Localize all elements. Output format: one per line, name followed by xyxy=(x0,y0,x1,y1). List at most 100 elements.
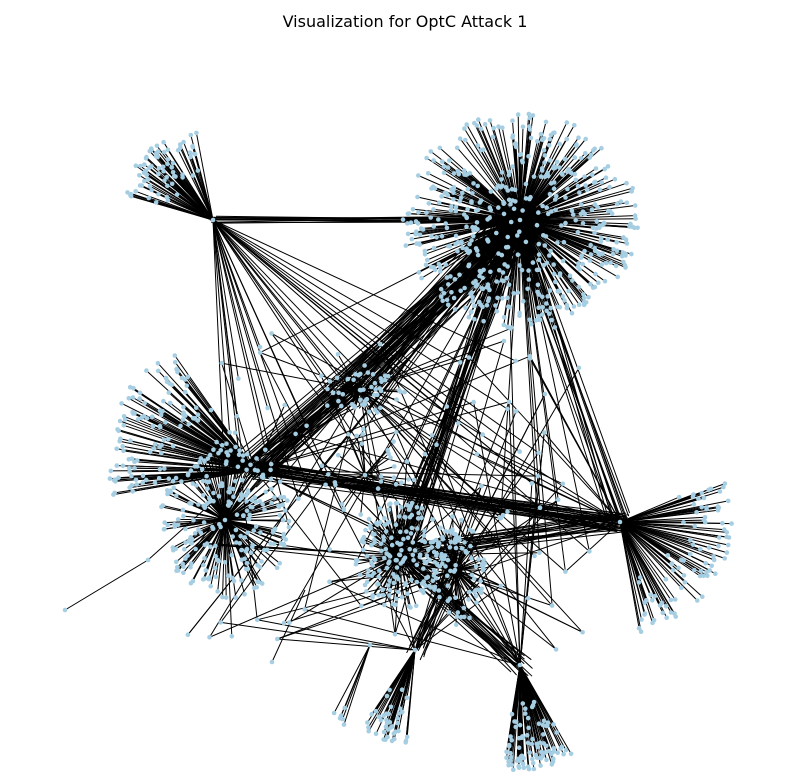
graph-node xyxy=(538,763,543,768)
graph-node xyxy=(444,404,450,409)
graph-node xyxy=(443,262,449,267)
graph-node xyxy=(436,217,441,222)
graph-node xyxy=(439,159,445,164)
graph-edge xyxy=(224,519,248,534)
graph-node xyxy=(545,294,550,299)
graph-node xyxy=(181,513,186,519)
graph-node xyxy=(592,202,598,207)
graph-node xyxy=(561,239,567,245)
graph-node xyxy=(588,281,593,287)
graph-node xyxy=(174,192,180,197)
graph-node xyxy=(691,502,697,507)
graph-node xyxy=(434,553,439,558)
graph-node xyxy=(416,173,421,178)
graph-node xyxy=(541,732,546,737)
graph-node xyxy=(472,225,478,230)
graph-node xyxy=(150,424,156,429)
graph-node xyxy=(389,535,394,540)
graph-edge xyxy=(277,638,416,651)
graph-node xyxy=(417,232,423,238)
graph-edge xyxy=(212,219,238,417)
graph-node xyxy=(590,148,596,153)
graph-node xyxy=(386,502,392,507)
graph-node xyxy=(162,466,167,471)
graph-edge xyxy=(64,559,149,611)
graph-node xyxy=(357,387,363,393)
graph-node xyxy=(422,248,428,254)
graph-node xyxy=(340,392,346,397)
graph-node xyxy=(165,147,171,153)
graph-edge xyxy=(189,152,214,221)
graph-node xyxy=(467,615,472,621)
graph-node xyxy=(263,489,269,495)
graph-node xyxy=(576,284,582,290)
graph-node xyxy=(173,475,179,481)
graph-node xyxy=(276,503,281,508)
graph-node xyxy=(505,264,510,269)
graph-node xyxy=(530,736,535,742)
graph-node xyxy=(360,547,366,553)
graph-node xyxy=(549,751,554,757)
graph-edge xyxy=(529,355,621,523)
graph-node xyxy=(563,569,568,574)
graph-node xyxy=(429,545,435,550)
graph-edge xyxy=(619,521,652,595)
graph-node xyxy=(448,208,454,213)
graph-node xyxy=(118,436,123,442)
graph-node xyxy=(224,441,229,447)
graph-node xyxy=(517,229,522,234)
graph-node xyxy=(441,291,447,296)
graph-node xyxy=(530,703,536,708)
graph-node xyxy=(243,493,249,498)
graph-node xyxy=(257,499,263,504)
graph-node xyxy=(563,220,568,226)
graph-node xyxy=(603,175,609,180)
graph-edge xyxy=(247,384,353,471)
graph-node xyxy=(575,183,581,189)
graph-node xyxy=(559,744,565,750)
graph-node xyxy=(213,574,219,580)
graph-node xyxy=(228,448,233,453)
graph-node xyxy=(676,494,682,500)
graph-node xyxy=(107,476,113,481)
graph-node xyxy=(232,478,238,484)
graph-node xyxy=(424,210,429,215)
graph-node xyxy=(235,464,241,470)
graph-node xyxy=(232,430,238,436)
graph-edge xyxy=(212,219,539,454)
graph-node xyxy=(473,246,479,251)
graph-node xyxy=(131,385,136,391)
graph-node xyxy=(437,594,442,600)
graph-node xyxy=(578,156,584,161)
graph-node xyxy=(427,557,432,563)
graph-node xyxy=(457,136,463,141)
graph-node xyxy=(444,225,450,231)
graph-node xyxy=(443,221,449,226)
graph-node xyxy=(544,260,550,266)
graph-node xyxy=(471,181,476,186)
graph-edge xyxy=(619,521,729,546)
graph-node xyxy=(571,304,577,309)
graph-node xyxy=(479,483,484,489)
graph-node xyxy=(690,542,696,548)
graph-node xyxy=(254,456,259,461)
graph-node xyxy=(255,563,260,568)
graph-edge xyxy=(619,494,694,523)
graph-node xyxy=(672,597,678,602)
graph-node xyxy=(462,285,467,291)
graph-node xyxy=(181,570,186,576)
graph-node xyxy=(632,203,638,208)
graph-node xyxy=(258,530,263,535)
graph-node xyxy=(207,495,212,501)
graph-node xyxy=(599,145,604,151)
graph-node xyxy=(242,535,248,540)
graph-node xyxy=(431,549,437,555)
graph-node xyxy=(482,121,488,127)
graph-node xyxy=(503,185,509,190)
graph-node xyxy=(254,617,260,623)
graph-node xyxy=(519,735,524,741)
graph-node xyxy=(438,286,444,292)
graph-node xyxy=(478,126,484,132)
graph-edge xyxy=(271,589,306,663)
graph-edge xyxy=(367,206,502,394)
